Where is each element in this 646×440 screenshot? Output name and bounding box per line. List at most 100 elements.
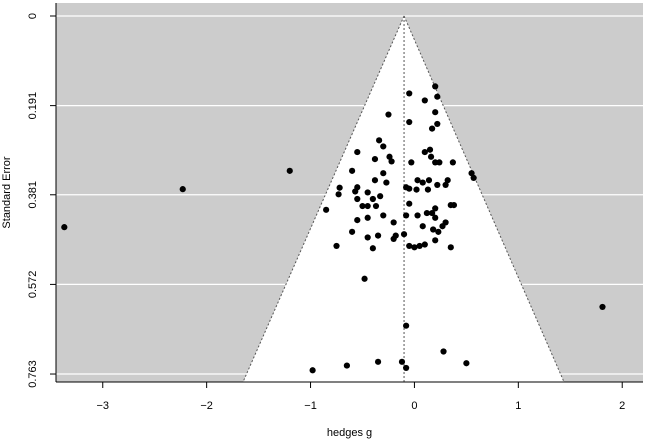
data-point-64 <box>428 209 436 217</box>
data-point-57 <box>380 212 387 219</box>
data-point-72 <box>348 228 356 235</box>
data-point-81 <box>439 223 446 230</box>
data-point-7 <box>434 93 441 100</box>
x-tick-label-4: 1 <box>515 400 521 412</box>
data-point-77 <box>333 242 340 250</box>
data-point-8 <box>421 97 428 104</box>
data-point-79 <box>430 226 437 233</box>
data-point-21 <box>421 148 428 156</box>
data-point-35 <box>413 186 420 193</box>
data-point-41 <box>470 174 477 181</box>
data-point-82 <box>432 237 439 244</box>
data-point-28 <box>380 170 387 177</box>
y-axis: 0 0.191 0.381 0.572 0.763 <box>27 3 57 388</box>
x-axis-title: hedges g <box>327 427 372 439</box>
data-point-6 <box>432 83 439 90</box>
data-point-92 <box>403 364 410 372</box>
data-point-40 <box>468 170 475 177</box>
data-point-62 <box>406 200 413 207</box>
data-point-5 <box>403 322 410 329</box>
data-point-71 <box>364 234 371 241</box>
data-point-65 <box>432 214 439 221</box>
data-point-76 <box>369 245 376 252</box>
data-point-54 <box>372 202 380 210</box>
data-point-34 <box>425 177 433 184</box>
data-point-18 <box>354 148 361 156</box>
y-tick-label-4: 0.763 <box>27 360 39 388</box>
x-tick-label-2: −1 <box>304 400 317 412</box>
data-point-89 <box>343 362 351 369</box>
x-tick-label-1: −2 <box>200 400 213 412</box>
data-point-12 <box>434 120 441 128</box>
data-point-75 <box>390 235 397 242</box>
y-tick-label-2: 0.381 <box>27 181 39 209</box>
data-point-10 <box>406 90 413 97</box>
data-point-50 <box>369 195 376 203</box>
data-point-67 <box>403 212 410 219</box>
data-point-47 <box>335 191 342 198</box>
data-point-61 <box>450 202 458 209</box>
y-axis-title: Standard Error <box>1 156 13 228</box>
funnel-region <box>243 16 565 382</box>
data-point-90 <box>309 367 316 374</box>
data-point-9 <box>432 109 439 116</box>
data-point-80 <box>435 228 442 235</box>
data-point-88 <box>374 358 382 365</box>
data-point-94 <box>440 348 447 355</box>
data-point-39 <box>444 177 451 184</box>
data-point-49 <box>354 195 361 203</box>
data-point-85 <box>416 242 423 250</box>
data-point-29 <box>383 179 390 186</box>
data-point-1 <box>179 186 186 193</box>
data-point-93 <box>463 360 470 367</box>
data-point-52 <box>359 202 366 210</box>
data-point-30 <box>371 177 379 184</box>
data-point-16 <box>380 143 387 150</box>
data-point-55 <box>354 217 361 224</box>
data-point-17 <box>371 156 379 163</box>
data-point-4 <box>361 275 368 282</box>
data-point-31 <box>348 167 356 174</box>
data-point-25 <box>436 159 443 166</box>
data-point-84 <box>411 244 418 251</box>
x-axis: −3 −2 −1 0 1 2 <box>56 381 643 412</box>
data-point-33 <box>419 179 426 186</box>
x-tick-label-5: 2 <box>619 400 625 412</box>
y-tick-label-0: 0 <box>27 13 39 19</box>
data-point-87 <box>447 244 454 251</box>
data-point-2 <box>286 167 293 174</box>
data-point-19 <box>388 158 395 165</box>
data-point-53 <box>364 202 371 210</box>
data-point-13 <box>428 125 436 132</box>
data-point-63 <box>423 209 431 217</box>
data-point-59 <box>432 205 439 212</box>
data-point-37 <box>434 181 441 189</box>
data-point-26 <box>408 159 415 166</box>
data-point-3 <box>599 303 606 311</box>
data-point-14 <box>406 118 413 126</box>
data-point-51 <box>377 193 384 200</box>
funnel-right-boundary <box>403 15 565 383</box>
data-point-56 <box>364 214 371 221</box>
data-point-83 <box>421 241 428 248</box>
data-point-91 <box>398 358 406 365</box>
data-point-68 <box>390 219 397 226</box>
data-point-27 <box>449 159 456 166</box>
data-point-66 <box>414 212 421 219</box>
data-point-20 <box>386 153 393 160</box>
data-point-38 <box>442 181 449 189</box>
data-point-58 <box>323 206 330 213</box>
data-point-86 <box>406 242 413 250</box>
data-point-23 <box>427 153 435 160</box>
data-point-78 <box>419 223 426 230</box>
data-point-45 <box>352 188 359 195</box>
y-tick-label-1: 0.191 <box>27 92 39 120</box>
data-point-32 <box>414 177 421 184</box>
data-point-0 <box>61 224 68 231</box>
data-point-22 <box>426 146 434 153</box>
data-point-36 <box>424 186 432 193</box>
data-point-43 <box>406 185 413 192</box>
data-points <box>61 83 606 374</box>
data-point-11 <box>385 111 392 118</box>
